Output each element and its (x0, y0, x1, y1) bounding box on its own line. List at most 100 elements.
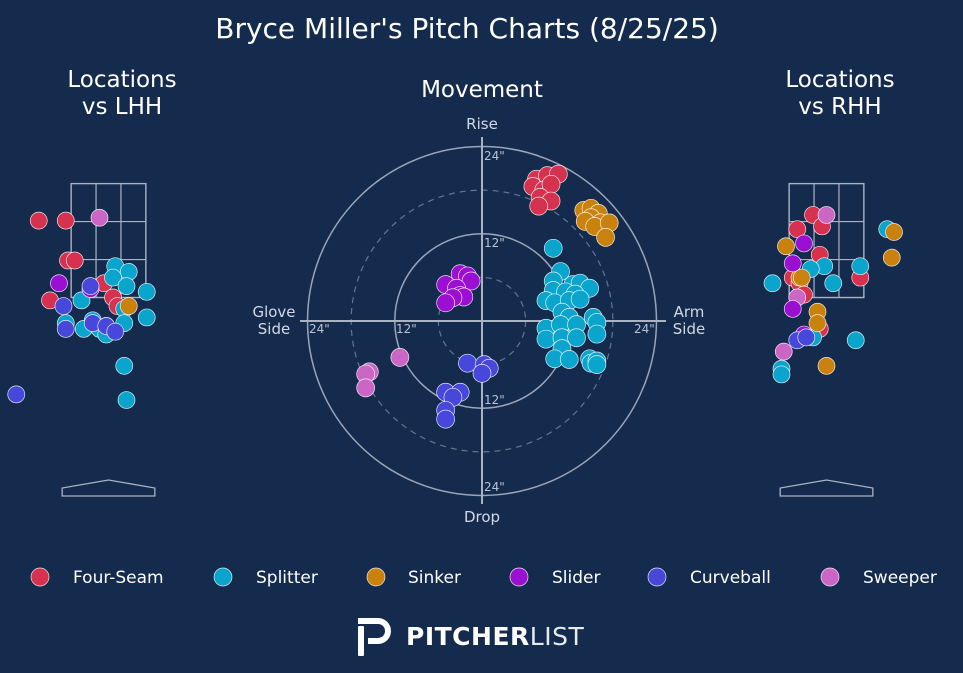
movement-points (356, 164, 619, 429)
slider-point (783, 254, 802, 273)
four-seam-point (56, 211, 75, 230)
home-plate (779, 479, 874, 497)
axis-label-arm-side-line-2: Side (673, 320, 705, 338)
slider-point (795, 234, 813, 253)
legend-item-splitter: Splitter (213, 567, 318, 588)
pitcherlist-wordmark: PITCHERLIST (406, 622, 584, 651)
slider-point (783, 300, 802, 318)
movement-title: Movement (421, 77, 543, 103)
splitter-movement-point (567, 328, 586, 348)
ring-label-12-left: 12" (396, 322, 417, 336)
rhh-panel-title-line-1: Locations (785, 67, 894, 93)
ring-label-24-right: 24" (634, 322, 655, 336)
legend-label-sinker: Sinker (408, 568, 461, 588)
slider-point (50, 274, 68, 293)
curveball-point (54, 297, 73, 315)
splitter-movement-point (587, 355, 607, 374)
splitter-movement-point (559, 350, 579, 369)
splitter-point (137, 308, 156, 327)
sinker-point (882, 248, 901, 267)
sinker-point (808, 314, 827, 333)
ring-label-24-top: 24" (484, 149, 505, 163)
splitter-point (772, 365, 791, 384)
legend-label-slider: Slider (552, 568, 600, 588)
splitter-point (824, 274, 843, 293)
lhh-panel-title-line-1: Locations (67, 67, 176, 93)
pitcherlist-p-icon (358, 618, 391, 656)
legend-item-slider: Slider (509, 567, 600, 588)
curveball-point (56, 319, 75, 338)
splitter-point (137, 282, 156, 301)
sinker-point (885, 223, 903, 241)
sinker-point (777, 237, 795, 256)
home-plate (61, 479, 156, 497)
legend-label-curveball: Curveball (690, 568, 771, 588)
pitch-points (7, 208, 156, 409)
sweeper-movement-point (356, 378, 376, 398)
lhh-panel-title-line-2: vs LHH (82, 94, 162, 120)
pitcherlist-brand: PITCHERLIST (354, 614, 594, 658)
legend-marker-four-seam (30, 567, 50, 587)
splitter-point (117, 277, 136, 295)
legend-marker-slider (509, 567, 529, 587)
legend-item-curveball: Curveball (647, 567, 771, 588)
ring-label-24-left: 24" (309, 322, 330, 336)
four-seam-point (65, 251, 84, 270)
sweeper-point (90, 208, 109, 227)
page-title: Bryce Miller's Pitch Charts (8/25/25) (215, 12, 719, 45)
legend-label-four-seam: Four-Seam (73, 568, 164, 588)
splitter-point (115, 357, 134, 375)
axis-label-glove-side-line-2: Side (258, 320, 290, 338)
sinker-point (119, 297, 138, 315)
legend-marker-curveball (647, 567, 667, 587)
movement-panel: Movement 24" 12" 12" 24" 24" 12" 24" Rise Drop Glo… (252, 77, 705, 526)
axis-label-rise-line-1: Rise (466, 115, 498, 133)
axis-label-arm-side-line-1: Arm (674, 303, 705, 321)
curveball-movement-point (472, 363, 492, 383)
curveball-point (797, 328, 816, 347)
legend-marker-sinker (366, 567, 386, 587)
ring-label-12-bottom: 12" (484, 393, 505, 407)
axis-label-drop-line-1: Drop (464, 508, 500, 526)
slider-movement-point (436, 293, 455, 313)
four-seam-movement-point (529, 196, 549, 216)
four-seam-point (788, 220, 807, 239)
splitter-point (851, 257, 870, 276)
curveball-point (7, 385, 26, 404)
rhh-panel-title-line-2: vs RHH (798, 94, 881, 120)
splitter-movement-point (536, 329, 556, 349)
legend-label-splitter: Splitter (256, 568, 318, 588)
sweeper-point (817, 206, 836, 224)
splitter-point (846, 331, 865, 350)
splitter-movement-point (543, 238, 563, 258)
four-seam-point (29, 211, 48, 230)
legend-label-sweeper: Sweeper (863, 568, 937, 588)
sinker-point (817, 357, 836, 375)
sweeper-point (774, 342, 793, 361)
legend-marker-splitter (213, 567, 233, 587)
brand-bold-text: PITCHER (406, 622, 530, 651)
legend-item-sinker: Sinker (366, 567, 461, 588)
curveball-point (81, 277, 100, 295)
legend-item-four-seam: Four-Seam (30, 567, 164, 588)
splitter-point (104, 268, 122, 287)
splitter-movement-point (587, 324, 607, 344)
ring-label-12-top: 12" (484, 236, 505, 250)
splitter-point (763, 274, 782, 293)
splitter-point (117, 391, 136, 409)
sinker-point (792, 268, 811, 287)
axis-label-glove-side-line-1: Glove (252, 303, 295, 321)
legend-item-sweeper: Sweeper (820, 567, 937, 588)
legend-marker-sweeper (820, 567, 840, 587)
sinker-movement-point (596, 228, 615, 247)
curveball-movement-point (436, 409, 455, 429)
brand-light-text: LIST (529, 622, 585, 651)
legend: Four-Seam Splitter Sinker Slider Curveball Sw… (30, 567, 937, 588)
sweeper-movement-point (390, 348, 410, 367)
ring-label-24-bottom: 24" (484, 480, 505, 494)
curveball-point (106, 322, 125, 341)
pitch-points (763, 206, 903, 384)
